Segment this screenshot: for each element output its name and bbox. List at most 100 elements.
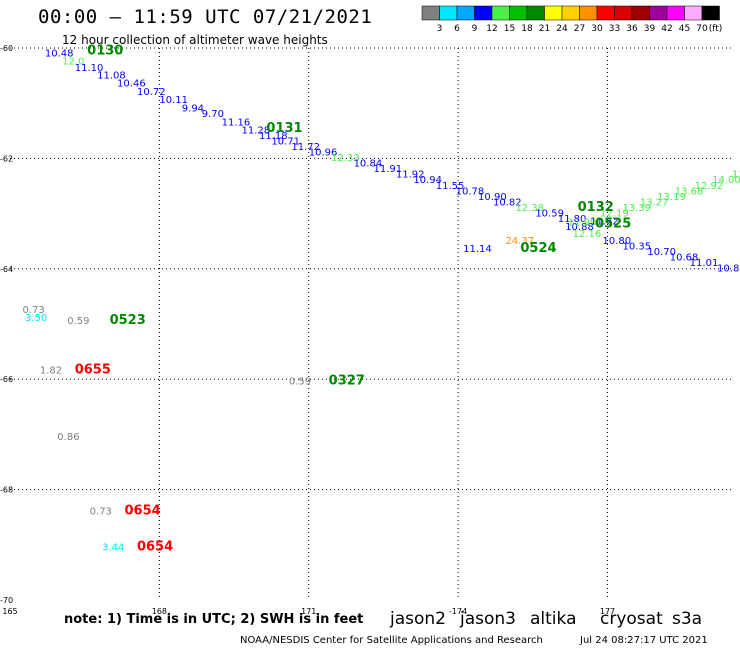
swh-value-label: 3.50 [25, 313, 47, 324]
swh-value-label: 10.82 [493, 197, 522, 208]
colorbar-label: 3 [437, 24, 443, 34]
colorbar-label: 70 [696, 24, 708, 34]
swh-value-label: 13.27 [640, 197, 669, 208]
y-tick-label: -62 [0, 154, 13, 163]
pass-time-label: 0132 [578, 200, 614, 215]
swh-value-label: 14.00 [712, 175, 740, 186]
x-tick-label: -174 [449, 607, 467, 616]
swh-value-label: 11.62 [590, 217, 619, 228]
credit-text: NOAA/NESDIS Center for Satellite Applica… [240, 635, 543, 646]
swh-value-label: 11.72 [291, 142, 320, 153]
swh-value-label: 12.19 [600, 208, 629, 219]
colorbar-label: 45 [679, 24, 690, 34]
swh-value-label: 10.83 [717, 264, 740, 275]
swh-value-label: 13.68 [675, 186, 704, 197]
swh-value-label: 12.38 [515, 203, 544, 214]
swh-value-label: 13.39 [622, 203, 651, 214]
swh-value-label: 11.08 [97, 70, 126, 81]
swh-value-label: 10.90 [478, 192, 507, 203]
swh-value-label: 0.73 [22, 305, 44, 316]
colorbar-label: 21 [539, 24, 550, 34]
colorbar-label: 36 [626, 24, 638, 34]
swh-value-label: 11.18 [259, 131, 288, 142]
pass-time-label: 0654 [137, 539, 173, 554]
map-title: 00:00 – 11:59 UTC 07/21/2021 [38, 6, 373, 28]
colorbar-label: 18 [521, 24, 533, 34]
y-tick-label: -66 [0, 375, 13, 384]
pass-time-label: 0131 [266, 121, 302, 136]
legend-s3a: s3a [672, 609, 703, 629]
colorbar-label: 27 [574, 24, 585, 34]
swh-value-label: 3.44 [102, 542, 124, 553]
colorbar-label: 6 [454, 24, 460, 34]
swh-value-label: 9.70 [202, 109, 224, 120]
map-subtitle: 12 hour collection of altimeter wave hei… [62, 33, 328, 47]
x-tick-label: 171 [301, 607, 316, 616]
swh-value-label: 9.94 [182, 103, 204, 114]
swh-value-label: 0.86 [57, 432, 79, 443]
swh-value-label: 11.80 [558, 214, 587, 225]
swh-value-label: 0.59 [67, 316, 89, 327]
x-tick-label: 177 [600, 607, 615, 616]
x-tick-label: 168 [152, 607, 167, 616]
swh-value-label: 11.99 [568, 218, 597, 229]
swh-value-label: 10.48 [45, 48, 74, 59]
pass-time-label: 0654 [125, 503, 161, 518]
swh-value-label: 12.92 [695, 181, 724, 192]
swh-value-label: 10.59 [535, 208, 564, 219]
swh-value-label: 10.84 [354, 159, 383, 170]
swh-value-label: 1.82 [40, 366, 62, 377]
swh-value-label: 10.68 [670, 253, 699, 264]
swh-value-label: 0.59 [289, 377, 311, 388]
footer-note: note: 1) Time is in UTC; 2) SWH is in fe… [64, 612, 364, 627]
legend-jason3: jason3 [460, 609, 516, 629]
swh-value-label: 11.01 [690, 258, 719, 269]
swh-value-label: 10.35 [622, 241, 651, 252]
y-tick-label: -60 [0, 44, 13, 53]
swh-value-label: 11.92 [396, 170, 425, 181]
pass-time-label: 0327 [329, 374, 365, 389]
colorbar-label: 9 [472, 24, 478, 34]
swh-value-label: 10.72 [137, 87, 166, 98]
generated-timestamp: Jul 24 08:27:17 UTC 2021 [580, 635, 708, 646]
colorbar-unit: (ft) [709, 24, 723, 34]
colorbar-label: 33 [609, 24, 620, 34]
swh-value-label: 11.28 [242, 126, 271, 137]
swh-value-label: 11.14 [463, 244, 492, 255]
swh-value-label: 12.0 [62, 57, 84, 68]
legend-altika: altika [530, 609, 577, 629]
swh-value-label: 11.16 [222, 117, 251, 128]
legend-jason2: jason2 [390, 609, 446, 629]
legend-cryosat: cryosat [600, 609, 663, 629]
swh-color-legend: 3 6 9 12 15 18 21 24 27 30 33 36 39 42 45 70 (ft) [421, 5, 723, 34]
pass-time-label: 0525 [595, 216, 631, 231]
swh-value-label: 10.70 [647, 247, 676, 258]
pass-time-label: 0130 [87, 44, 123, 59]
swh-value-label: 10.71 [271, 137, 300, 148]
colorbar-swatch [701, 5, 720, 21]
swh-value-label: 0.73 [90, 506, 112, 517]
swh-value-label: 10.78 [456, 186, 485, 197]
swh-value-label: 12.16 [573, 229, 602, 240]
pass-time-label: 0523 [110, 313, 146, 328]
y-tick-label: -64 [0, 265, 13, 274]
colorbar-label: 42 [661, 24, 672, 34]
colorbar-label: 30 [591, 24, 603, 34]
colorbar-label: 15 [504, 24, 515, 34]
swh-value-label: 10.96 [309, 148, 338, 159]
swh-value-label: 12.33 [331, 153, 360, 164]
pass-time-label: 0524 [520, 241, 556, 256]
swh-value-label: 11.10 [75, 63, 104, 74]
colorbar-label: 24 [556, 24, 568, 34]
swh-value-label: 11.91 [373, 164, 402, 175]
swh-value-label: 11.55 [436, 181, 465, 192]
swh-value-label: 13.19 [657, 192, 686, 203]
y-tick-label: -68 [0, 486, 13, 495]
swh-value-label: 10.80 [603, 236, 632, 247]
swh-value-label: 13 [732, 170, 740, 181]
colorbar-label: 12 [486, 24, 497, 34]
swh-value-label: 10.94 [413, 175, 442, 186]
swh-value-label: 24.37 [505, 236, 534, 247]
colorbar-label: 39 [644, 24, 656, 34]
